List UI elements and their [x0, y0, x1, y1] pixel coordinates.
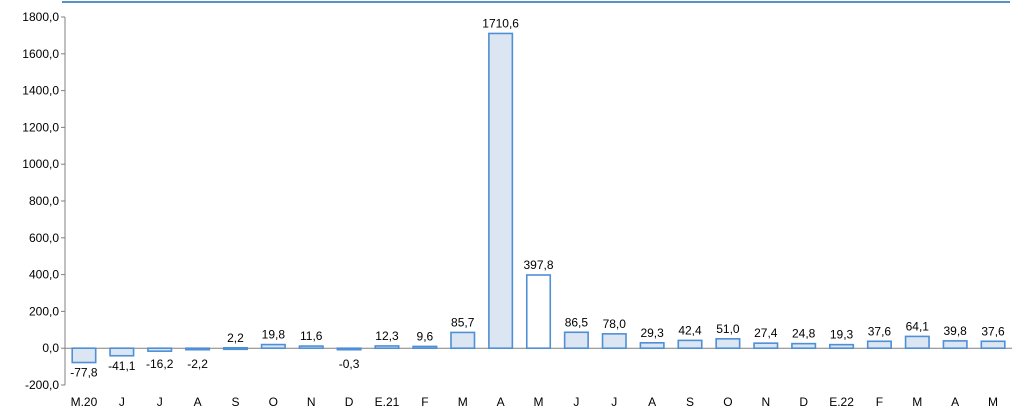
bar [260, 343, 286, 349]
data-label: -2,2 [187, 357, 208, 371]
x-category-label: M.20 [71, 395, 98, 409]
bar [677, 339, 703, 349]
y-tick-label: 800,0 [29, 194, 59, 208]
y-tick-label: 1800,0 [22, 10, 59, 24]
bar [715, 338, 741, 350]
data-label: 19,3 [830, 328, 854, 342]
bar [374, 345, 400, 350]
data-label: -41,1 [108, 359, 136, 373]
bar [71, 347, 97, 364]
data-label: 78,0 [603, 317, 627, 331]
bar [866, 340, 892, 349]
data-label: 39,8 [944, 324, 968, 338]
bars [71, 32, 1006, 364]
data-label: 11,6 [300, 329, 323, 343]
data-label: 29,3 [640, 326, 664, 340]
data-label: 37,6 [981, 324, 1005, 338]
x-category-label: M [912, 395, 922, 409]
x-category-label: J [611, 395, 617, 409]
x-category-label: O [723, 395, 732, 409]
x-category-label: M [988, 395, 998, 409]
bar [525, 274, 552, 349]
x-category-label: F [876, 395, 883, 409]
data-label: 12,3 [375, 329, 399, 343]
x-category-label: N [307, 395, 316, 409]
bar [601, 333, 627, 350]
data-label: 85,7 [451, 315, 475, 329]
bar [791, 342, 817, 350]
x-category-label: A [951, 395, 959, 409]
bar [639, 342, 665, 349]
bar [222, 346, 249, 351]
y-tick-label: 600,0 [29, 231, 59, 245]
data-label: -16,2 [146, 357, 174, 371]
x-category-label: F [421, 395, 428, 409]
x-category-label: S [686, 395, 694, 409]
x-category-label: A [194, 395, 202, 409]
bar [828, 343, 855, 349]
y-tick-label: 400,0 [29, 268, 59, 282]
x-category-label: O [269, 395, 278, 409]
x-category-label: E.21 [375, 395, 400, 409]
bar [488, 32, 514, 350]
bar [147, 347, 173, 352]
bar [753, 342, 779, 350]
y-tick-label: 1400,0 [22, 84, 59, 98]
data-label: 37,6 [868, 324, 892, 338]
bar [904, 335, 930, 350]
data-label: 19,8 [262, 328, 286, 342]
y-tick-label: -200,0 [25, 378, 59, 392]
x-category-label: M [534, 395, 544, 409]
data-label: -0,3 [339, 357, 360, 371]
data-labels: M.20 -77,8 J -41,1 J -16,2 A -2,2 S 2,2 O 19,8 N 11,6… [70, 16, 1005, 409]
x-category-label: A [648, 395, 656, 409]
bar [336, 347, 362, 351]
data-label: 397,8 [523, 258, 553, 272]
x-category-label: D [799, 395, 808, 409]
data-label: -77,8 [70, 366, 98, 380]
data-label: 64,1 [906, 319, 930, 333]
y-tick-label: 0,0 [42, 341, 59, 355]
bar [942, 340, 968, 350]
data-label: 1710,6 [482, 16, 519, 30]
bar [563, 331, 589, 349]
data-label: 42,4 [678, 323, 702, 337]
x-category-label: E.22 [829, 395, 854, 409]
bar [298, 345, 324, 350]
bar [980, 340, 1006, 349]
bar [109, 347, 135, 357]
data-label: 27,4 [754, 326, 778, 340]
x-category-label: S [231, 395, 239, 409]
x-category-label: J [157, 395, 163, 409]
bar [412, 345, 438, 349]
x-category-label: D [345, 395, 354, 409]
bar [185, 347, 211, 351]
x-category-label: A [497, 395, 505, 409]
x-category-label: M [458, 395, 468, 409]
y-tick-label: 200,0 [29, 304, 59, 318]
y-tick-label: 1600,0 [22, 47, 59, 61]
x-category-label: N [761, 395, 770, 409]
data-label: 2,2 [227, 331, 244, 345]
y-tick-label: 1200,0 [22, 120, 59, 134]
data-label: 24,8 [792, 327, 816, 341]
x-category-label: J [573, 395, 579, 409]
data-label: 86,5 [565, 315, 589, 329]
bar [450, 331, 476, 349]
x-category-label: J [119, 395, 125, 409]
data-label: 9,6 [417, 329, 434, 343]
data-label: 51,0 [716, 322, 740, 336]
y-tick-label: 1000,0 [22, 157, 59, 171]
axes: -200,0 0,0 200,0 400,0 600,0 800,0 1000,0 1200,… [22, 10, 1012, 392]
